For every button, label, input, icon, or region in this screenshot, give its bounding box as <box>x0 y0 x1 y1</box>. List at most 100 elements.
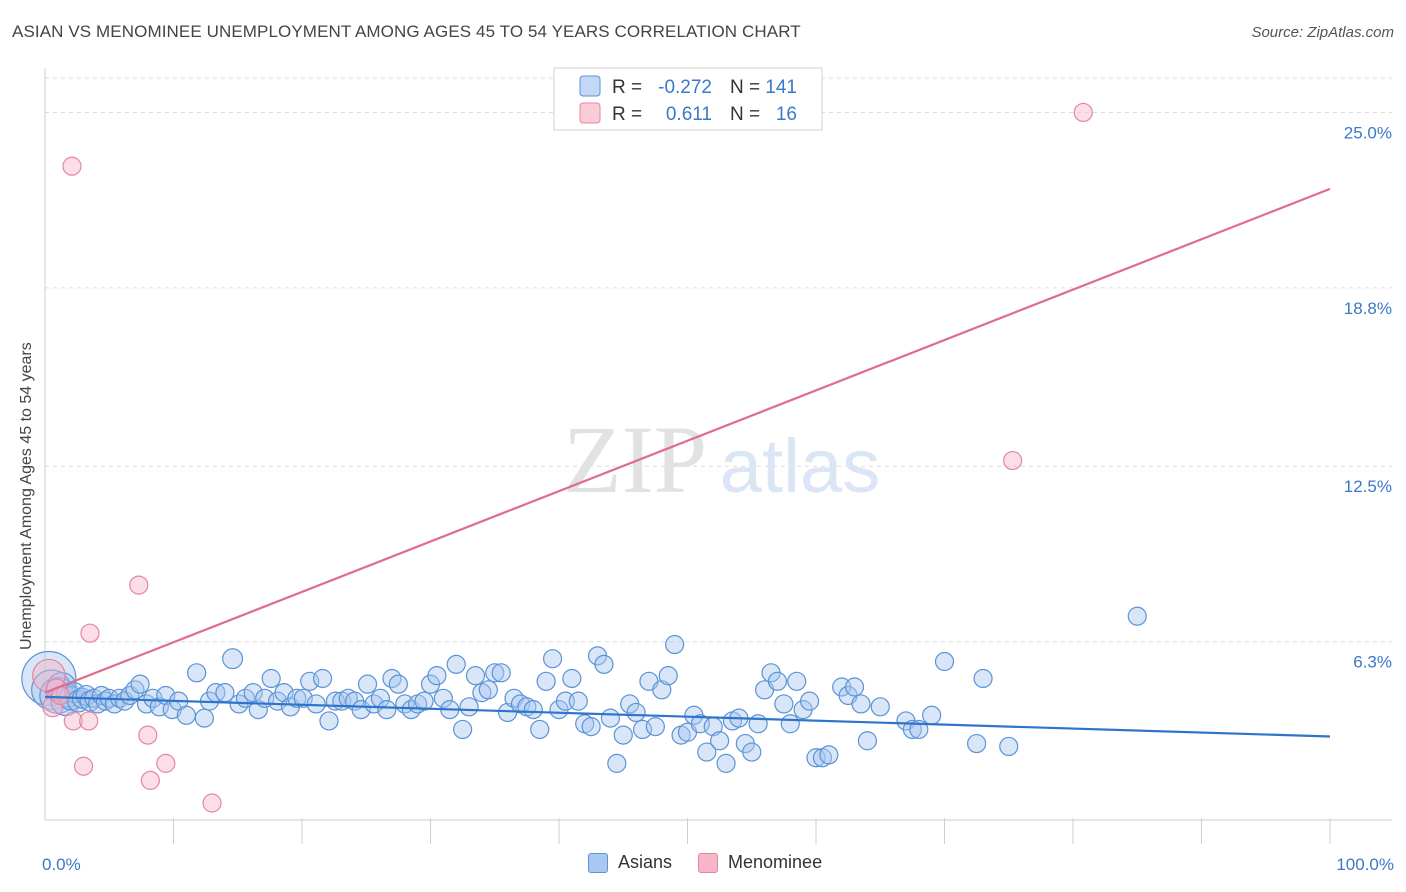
asian-point <box>748 714 768 734</box>
asian-point <box>967 733 987 754</box>
watermark-atlas: atlas <box>720 424 881 509</box>
x-tick-label: 0.0% <box>42 855 81 874</box>
asian-point <box>187 663 207 683</box>
asian-point <box>613 725 633 745</box>
x-tick-label: 100.0% <box>1336 855 1394 874</box>
asian-point <box>600 708 621 728</box>
menominee-point <box>129 575 149 595</box>
tick-labels: 6.3% 12.5% 18.8% 25.0% 0.0% 100.0% <box>42 123 1394 874</box>
asian-point <box>742 742 762 762</box>
menominee-point <box>79 711 99 731</box>
grid-lines <box>45 77 1392 643</box>
asian-point <box>999 736 1019 757</box>
asian-point <box>780 714 800 734</box>
legend-swatch-asian <box>579 75 601 97</box>
asian-point <box>767 671 788 691</box>
axes <box>44 68 1392 844</box>
asian-point <box>261 668 281 689</box>
menominee-point <box>1003 450 1023 471</box>
asian-point <box>973 668 993 689</box>
asian-point <box>870 697 890 717</box>
watermark-zip: ZIP <box>563 406 707 513</box>
menominee-point <box>202 793 222 813</box>
legend-n-value: 16 <box>776 104 797 125</box>
legend-bottom: Asians Menominee <box>588 852 848 873</box>
asian-point <box>222 648 244 670</box>
menominee-point <box>62 156 82 176</box>
legend-r-label: R = <box>612 77 642 98</box>
asian-point <box>581 717 601 737</box>
asian-point <box>465 666 486 686</box>
legend-label-asians: Asians <box>618 852 673 872</box>
asian-point <box>414 691 434 711</box>
source-label: Source: ZipAtlas.com <box>1251 24 1394 41</box>
asian-point <box>774 694 794 714</box>
asian-point <box>665 634 685 655</box>
asian-point <box>312 668 333 689</box>
asian-point <box>194 708 214 728</box>
asian-point <box>485 663 505 683</box>
asian-point <box>844 677 865 697</box>
asian-trend-line <box>44 695 1331 738</box>
menominee-point <box>80 623 100 643</box>
asian-point <box>491 663 511 683</box>
asian-point <box>710 731 730 751</box>
y-tick-label: 25.0% <box>1344 123 1392 142</box>
asian-point <box>1127 606 1147 626</box>
asian-point <box>652 680 672 700</box>
asian-point <box>902 719 922 740</box>
asian-point <box>716 753 736 773</box>
chart-title: ASIAN VS MENOMINEE UNEMPLOYMENT AMONG AG… <box>12 22 801 41</box>
asian-point <box>287 688 307 708</box>
asian-point <box>536 671 556 691</box>
asian-point <box>176 705 196 725</box>
asian-points <box>21 606 1147 773</box>
asian-point <box>21 650 77 707</box>
asian-point <box>607 753 627 773</box>
legend-swatch-menominee <box>579 102 601 124</box>
legend-item-asians: Asians <box>588 852 672 873</box>
asian-point <box>388 674 408 694</box>
legend-swatch-menominee <box>698 852 719 873</box>
asian-point <box>357 674 378 694</box>
legend-r-label: R = <box>612 104 642 125</box>
asian-point <box>377 700 397 720</box>
asian-point <box>542 649 563 669</box>
asian-point <box>851 694 871 714</box>
asian-point <box>530 719 550 740</box>
legend-swatch-asians <box>588 852 608 873</box>
menominee-point <box>63 711 83 731</box>
asian-point <box>645 717 665 737</box>
asian-point <box>427 666 447 686</box>
y-tick-label: 18.8% <box>1344 299 1392 318</box>
asian-point <box>453 719 473 740</box>
asian-point <box>594 654 614 674</box>
asian-point <box>562 668 582 689</box>
asian-point <box>568 691 588 711</box>
legend-n-label: N = <box>730 77 760 98</box>
menominee-point <box>73 756 94 776</box>
asian-point <box>446 654 466 674</box>
y-tick-label: 12.5% <box>1344 477 1392 496</box>
menominee-point <box>140 770 160 790</box>
menominee-trend-line <box>44 187 1331 694</box>
asian-point <box>787 671 807 691</box>
legend-r-value: -0.272 <box>658 77 712 98</box>
asian-point <box>319 711 339 731</box>
menominee-point <box>156 753 176 773</box>
asian-point <box>934 651 955 672</box>
trend-lines <box>44 187 1331 738</box>
menominee-point <box>138 725 158 745</box>
asian-point <box>478 680 498 700</box>
legend-n-value: 141 <box>765 77 797 98</box>
y-tick-label: 6.3% <box>1353 653 1392 672</box>
asian-point <box>130 674 150 694</box>
menominee-points <box>32 102 1093 813</box>
legend-item-menominee: Menominee <box>698 852 822 873</box>
legend-r-value: 0.611 <box>666 104 712 125</box>
asian-point <box>819 745 839 765</box>
asian-point <box>799 691 820 711</box>
watermark: ZIP atlas <box>563 406 880 513</box>
asian-point <box>697 742 717 762</box>
